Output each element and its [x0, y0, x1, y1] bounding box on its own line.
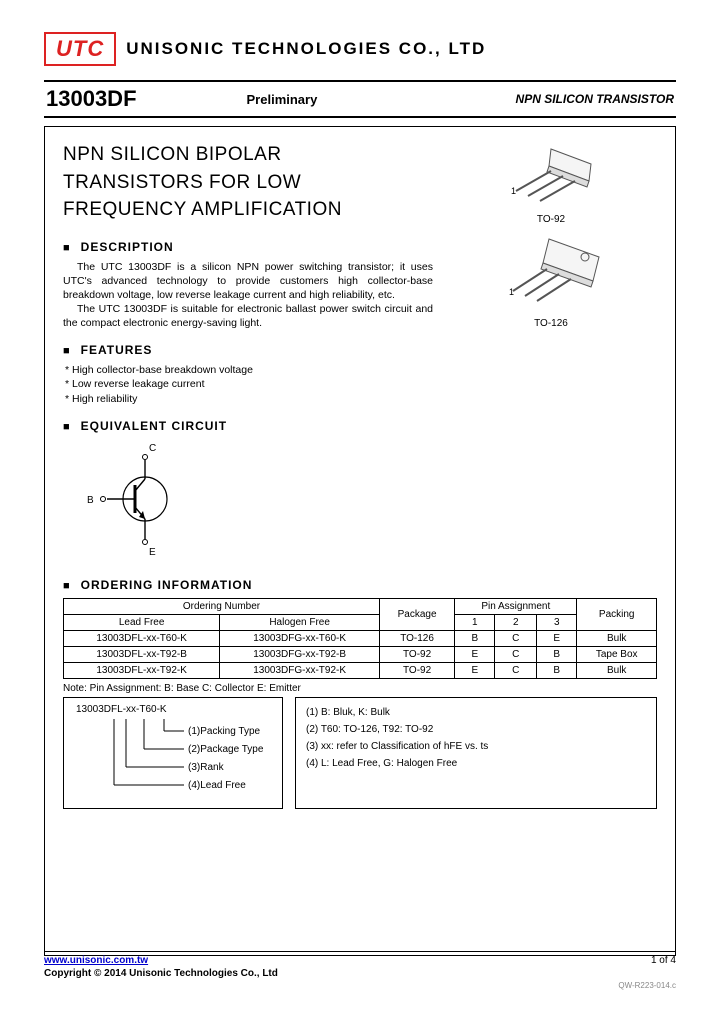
to126-label: TO-126 [451, 318, 651, 329]
svg-text:(1)Packing Type: (1)Packing Type [188, 726, 261, 737]
feature-item: * High reliability [65, 392, 657, 407]
table-row: 13003DFL-xx-T92-B 13003DFG-xx-T92-B TO-9… [64, 646, 657, 662]
equivalent-circuit: C B E [83, 441, 657, 564]
th-p2: 2 [495, 614, 537, 630]
decode-sample: 13003DFL-xx-T60-K [76, 704, 274, 715]
decode-right: (1) B: Bluk, K: Bulk (2) T60: TO-126, T9… [295, 697, 657, 809]
footer: www.unisonic.com.tw 1 of 4 Copyright © 2… [44, 951, 676, 990]
utc-logo: UTC [44, 32, 116, 66]
footer-link[interactable]: www.unisonic.com.tw [44, 955, 148, 966]
status-label: Preliminary [247, 92, 318, 107]
ordering-heading: ORDERING INFORMATION [63, 578, 657, 592]
svg-text:C: C [149, 443, 156, 454]
desc-p1: The UTC 13003DF is a silicon NPN power s… [63, 260, 433, 303]
svg-text:1: 1 [511, 186, 516, 196]
decode-r3: (3) xx: refer to Classification of hFE v… [306, 738, 646, 755]
features-list: * High collector-base breakdown voltage … [65, 363, 657, 407]
svg-text:1: 1 [509, 287, 514, 297]
package-to126: 1 TO-126 [451, 233, 651, 329]
svg-text:B: B [87, 495, 94, 506]
package-to92: 1 TO-92 [451, 139, 651, 225]
features-heading: FEATURES [63, 343, 657, 357]
feature-item: * Low reverse leakage current [65, 377, 657, 392]
to92-label: TO-92 [451, 214, 651, 225]
pin-note: Note: Pin Assignment: B: Base C: Collect… [63, 683, 657, 694]
decode-left: 13003DFL-xx-T60-K (1)Packing Type (2)Pac… [63, 697, 283, 809]
table-row: 13003DFL-xx-T92-K 13003DFG-xx-T92-K TO-9… [64, 662, 657, 678]
svg-text:(2)Package Type: (2)Package Type [188, 744, 264, 755]
to92-icon: 1 [481, 139, 621, 209]
decode-r4: (4) L: Lead Free, G: Halogen Free [306, 755, 646, 772]
copyright: Copyright © 2014 Unisonic Technologies C… [44, 968, 676, 979]
part-number: 13003DF [46, 86, 137, 112]
decode-r1: (1) B: Bluk, K: Bulk [306, 704, 646, 721]
th-package: Package [379, 598, 454, 630]
content-box: NPN SILICON BIPOLAR TRANSISTORS FOR LOW … [44, 126, 676, 956]
th-halogenfree: Halogen Free [220, 614, 380, 630]
svg-text:(3)Rank: (3)Rank [188, 762, 225, 773]
svg-text:E: E [149, 547, 156, 558]
th-leadfree: Lead Free [64, 614, 220, 630]
to126-icon: 1 [481, 233, 621, 313]
decode-r2: (2) T60: TO-126, T92: TO-92 [306, 721, 646, 738]
th-p3: 3 [537, 614, 577, 630]
package-images: 1 TO-92 1 TO-126 [451, 139, 651, 337]
decode-lines-icon: (1)Packing Type (2)Package Type (3)Rank … [72, 719, 272, 799]
circuit-icon: C B E [83, 441, 213, 561]
decode-section: 13003DFL-xx-T60-K (1)Packing Type (2)Pac… [63, 697, 657, 809]
table-row: 13003DFL-xx-T60-K 13003DFG-xx-T60-K TO-1… [64, 630, 657, 646]
title-bar: 13003DF Preliminary NPN SILICON TRANSIST… [44, 80, 676, 118]
svg-text:(4)Lead Free: (4)Lead Free [188, 780, 246, 791]
th-ordering: Ordering Number [64, 598, 380, 614]
desc-p2: The UTC 13003DF is suitable for electron… [63, 302, 433, 330]
header: UTC UNISONIC TECHNOLOGIES CO., LTD [44, 32, 676, 66]
doc-code: QW-R223-014.c [44, 981, 676, 990]
page-number: 1 of 4 [651, 955, 676, 966]
ordering-table: Ordering Number Package Pin Assignment P… [63, 598, 657, 679]
feature-item: * High collector-base breakdown voltage [65, 363, 657, 378]
equiv-heading: EQUIVALENT CIRCUIT [63, 419, 657, 433]
company-name: UNISONIC TECHNOLOGIES CO., LTD [126, 39, 486, 59]
main-title: NPN SILICON BIPOLAR TRANSISTORS FOR LOW … [63, 141, 393, 224]
category-label: NPN SILICON TRANSISTOR [516, 92, 674, 106]
th-packing: Packing [577, 598, 657, 630]
th-p1: 1 [455, 614, 495, 630]
th-pinassign: Pin Assignment [455, 598, 577, 614]
